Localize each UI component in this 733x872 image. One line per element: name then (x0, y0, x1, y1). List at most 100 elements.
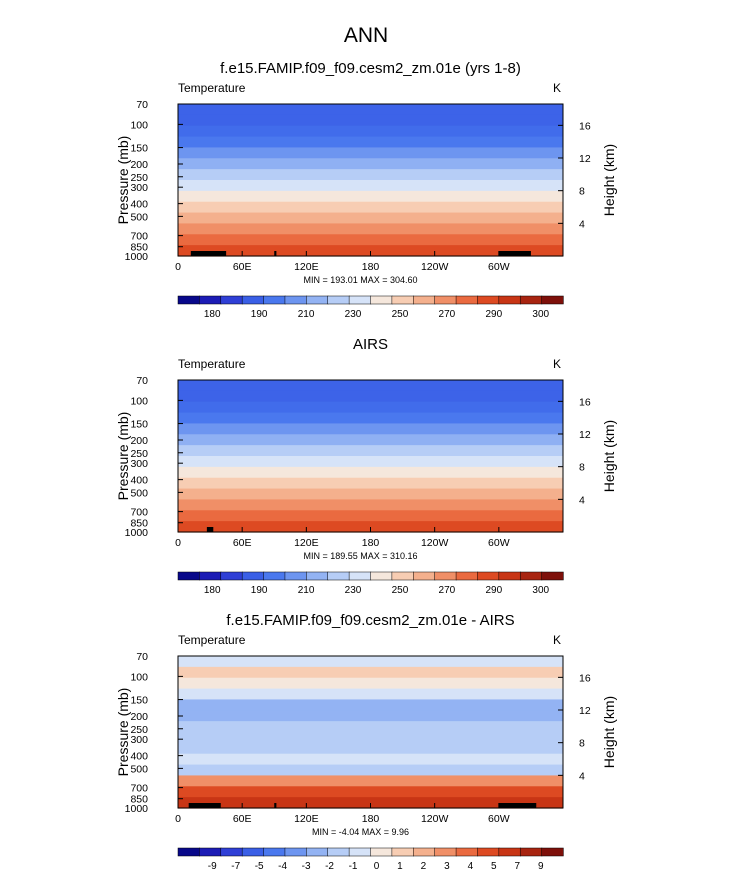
colorbar-swatch (306, 295, 329, 305)
x-tick-label: 180 (362, 537, 380, 549)
y-tick-label: 400 (130, 751, 148, 763)
y-tick-label: 100 (130, 119, 148, 131)
y2-tick-label: 16 (579, 396, 591, 408)
y-tick-label: 150 (130, 419, 148, 431)
variable-label: Temperature (178, 357, 246, 371)
y-tick-label: 70 (136, 99, 148, 111)
contour-band (178, 456, 563, 468)
colorbar-label: -4 (278, 861, 287, 872)
colorbar-swatch (327, 295, 350, 305)
y2-tick-label: 8 (579, 462, 585, 474)
contour-band (178, 742, 563, 755)
colorbar-label: 9 (538, 861, 544, 872)
colorbar-label: 270 (439, 585, 456, 596)
y2-tick-label: 4 (579, 494, 585, 506)
topography-mask (274, 251, 277, 256)
x-tick-label: 60E (233, 261, 252, 273)
colorbar-swatch (519, 571, 543, 581)
y-axis-label: Pressure (mb) (115, 412, 131, 501)
colorbar-label: 5 (491, 861, 497, 872)
colorbar-label: 3 (444, 861, 450, 872)
colorbar-swatch (241, 295, 265, 305)
y-tick-label: 70 (136, 651, 148, 663)
y-tick-label: 850 (130, 794, 148, 806)
colorbar-label: 190 (251, 309, 268, 320)
x-tick-label: 120E (294, 537, 319, 549)
min-max-stats: MIN = 189.55 MAX = 310.16 (303, 551, 417, 561)
contour-band (178, 158, 563, 170)
contour-band (178, 190, 563, 203)
x-tick-label: 180 (362, 813, 380, 825)
contour-band (178, 677, 563, 690)
y2-tick-label: 4 (579, 770, 585, 782)
colorbar-swatch (177, 571, 201, 581)
colorbar-label: -9 (208, 861, 217, 872)
contour-band (178, 380, 563, 392)
y-tick-label: 1000 (125, 251, 149, 263)
contour-band (178, 147, 563, 159)
y-tick-label: 200 (130, 435, 148, 447)
contour-band (178, 753, 563, 766)
x-tick-label: 180 (362, 261, 380, 273)
contour-band (178, 434, 563, 446)
x-tick-label: 120E (294, 261, 319, 273)
y-tick-label: 400 (130, 199, 148, 211)
x-tick-label: 0 (175, 261, 181, 273)
x-tick-label: 120W (421, 261, 449, 273)
colorbar-label: -7 (231, 861, 240, 872)
colorbar-swatch (477, 847, 500, 857)
y-tick-label: 300 (130, 734, 148, 746)
colorbar-label: 190 (251, 585, 268, 596)
y2-tick-label: 8 (579, 738, 585, 750)
y-tick-label: 250 (130, 172, 148, 184)
colorbar-swatch (199, 571, 222, 581)
contour-band (178, 114, 563, 127)
colorbar-swatch (413, 847, 436, 857)
colorbar-swatch (306, 571, 329, 581)
y-tick-label: 250 (130, 448, 148, 460)
contour-band (178, 477, 563, 490)
colorbar-swatch (455, 847, 479, 857)
colorbar-label: 210 (298, 585, 315, 596)
topography-mask (188, 803, 211, 808)
y2-tick-label: 12 (579, 153, 591, 165)
contour-band (178, 445, 563, 457)
y-tick-label: 150 (130, 143, 148, 155)
colorbar-swatch (413, 295, 436, 305)
contour-band (178, 169, 563, 181)
y-tick-label: 100 (130, 671, 148, 683)
y2-axis-label: Height (km) (601, 420, 617, 492)
x-tick-label: 60E (233, 813, 252, 825)
y2-tick-label: 16 (579, 672, 591, 684)
colorbar-swatch (498, 571, 521, 581)
y-tick-label: 300 (130, 458, 148, 470)
contour-band (178, 390, 563, 403)
contour-band (178, 510, 563, 522)
y-tick-label: 850 (130, 242, 148, 254)
topography-mask (204, 803, 221, 808)
colorbar-swatch (413, 571, 436, 581)
y2-tick-label: 12 (579, 705, 591, 717)
contour-band (178, 699, 563, 711)
y-tick-label: 700 (130, 507, 148, 519)
contour-band (178, 521, 563, 533)
colorbar-swatch (327, 847, 350, 857)
y-tick-label: 250 (130, 724, 148, 736)
colorbar-label: 300 (532, 585, 549, 596)
colorbar-swatch (306, 847, 329, 857)
units-label: K (553, 81, 561, 95)
y-tick-label: 1000 (125, 803, 149, 815)
colorbar-label: 290 (485, 585, 502, 596)
colorbar-swatch (519, 295, 543, 305)
contour-band (178, 136, 563, 149)
colorbar-label: 250 (392, 309, 409, 320)
colorbar-swatch (455, 571, 479, 581)
colorbar-swatch (391, 847, 414, 857)
y-tick-label: 150 (130, 695, 148, 707)
colorbar-swatch (391, 571, 414, 581)
colorbar-swatch (263, 847, 286, 857)
x-tick-label: 60W (488, 261, 510, 273)
colorbar-swatch (498, 847, 521, 857)
colorbar-swatch (498, 295, 521, 305)
